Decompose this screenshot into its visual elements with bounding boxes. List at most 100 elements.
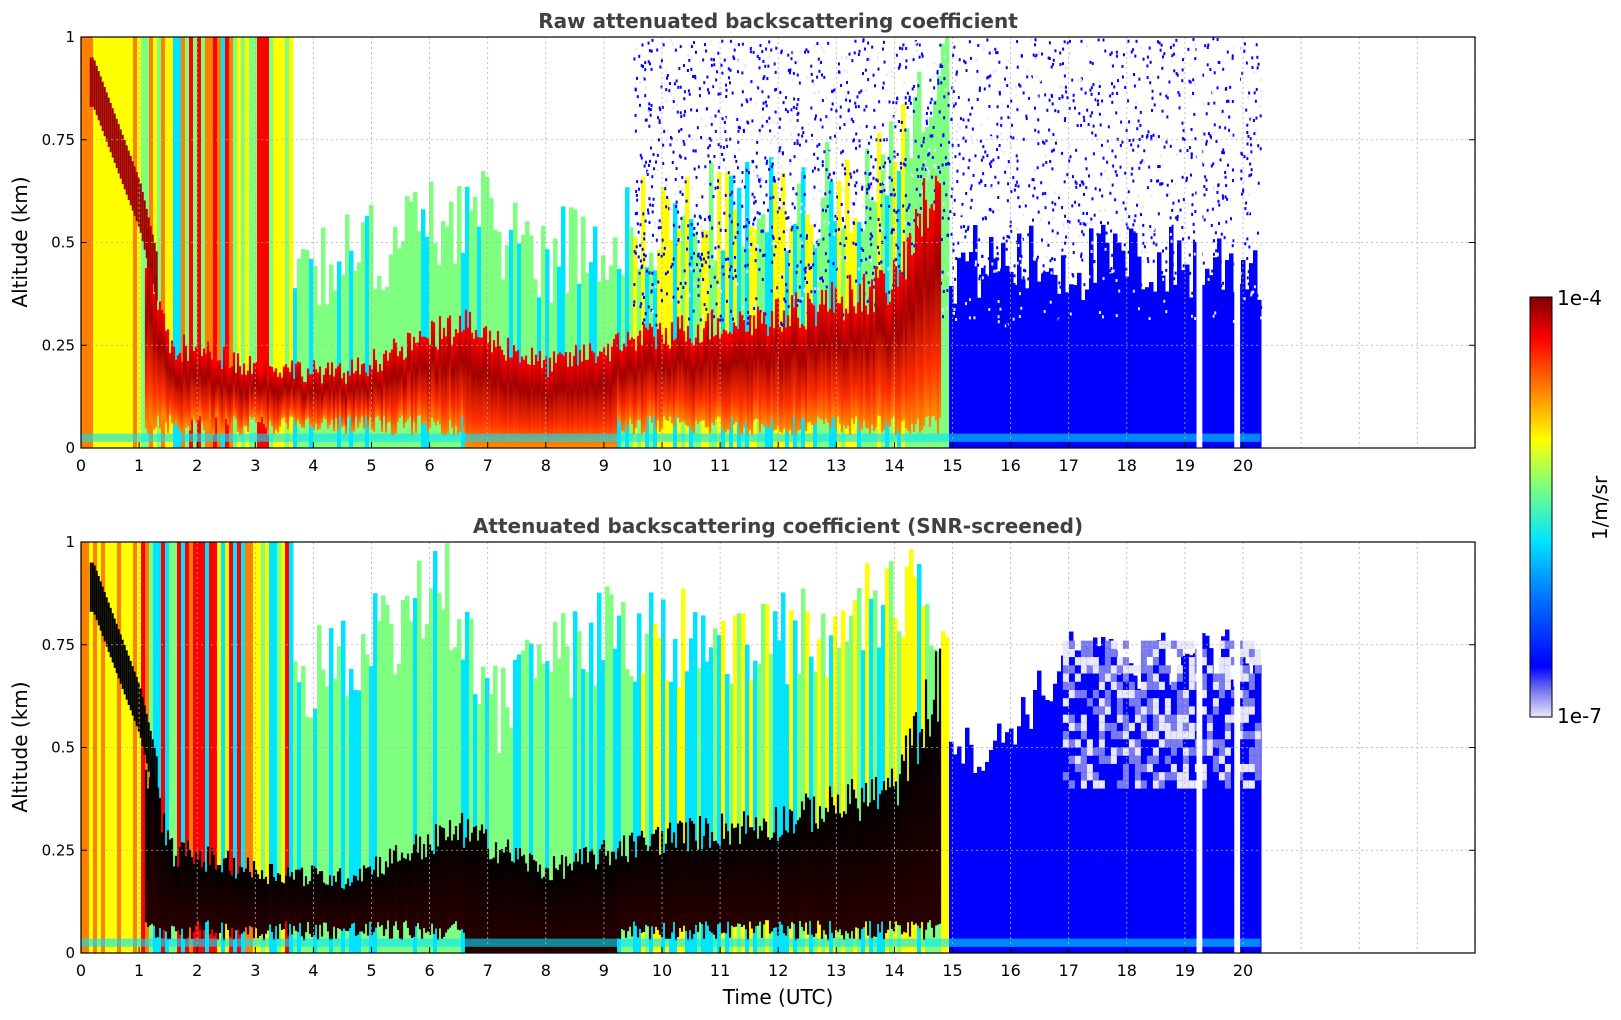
heatmap-cell — [721, 39, 724, 43]
boundary-layer-cell — [226, 850, 230, 930]
heatmap-cell — [852, 221, 855, 225]
heatmap-cell — [1058, 318, 1061, 322]
heatmap-cell — [1146, 134, 1149, 138]
y-tick-label: 0 — [65, 439, 75, 457]
heatmap-cell — [1170, 681, 1177, 690]
heatmap-cell — [1225, 115, 1228, 119]
boundary-layer-cell — [794, 824, 798, 941]
heatmap-cell — [855, 132, 858, 136]
heatmap-cell — [700, 257, 703, 261]
heatmap-cell — [1219, 309, 1222, 313]
heatmap-cell — [912, 109, 915, 113]
heatmap-column — [517, 243, 522, 448]
heatmap-cell — [1211, 207, 1214, 211]
heatmap-cell — [1129, 278, 1132, 282]
heatmap-cell — [762, 101, 765, 105]
heatmap-cell — [648, 49, 651, 53]
boundary-layer-cell — [934, 175, 938, 421]
boundary-layer-cell — [722, 329, 726, 433]
boundary-layer-cell — [332, 875, 336, 927]
heatmap-cell — [1024, 269, 1027, 273]
heatmap-cell — [637, 230, 640, 234]
boundary-layer-cell — [900, 754, 904, 935]
heatmap-cell — [1002, 150, 1005, 154]
heatmap-cell — [1128, 698, 1135, 707]
heatmap-cell — [677, 173, 680, 177]
boundary-layer-cell — [578, 849, 582, 953]
heatmap-column — [473, 694, 478, 953]
heatmap-cell — [761, 115, 764, 119]
boundary-layer-cell — [796, 820, 800, 939]
heatmap-cell — [1226, 306, 1229, 310]
heatmap-cell — [814, 117, 817, 121]
heatmap-cell — [1015, 314, 1018, 318]
heatmap-cell — [1243, 42, 1246, 46]
heatmap-cell — [1022, 290, 1025, 294]
heatmap-cell — [981, 254, 984, 258]
boundary-layer-cell — [288, 876, 292, 924]
heatmap-cell — [1093, 260, 1096, 264]
heatmap-cell — [733, 175, 736, 179]
heatmap-column — [481, 666, 486, 953]
heatmap-cell — [1194, 285, 1197, 289]
boundary-layer-cell — [240, 374, 244, 435]
boundary-layer-cell — [656, 328, 660, 421]
heatmap-cell — [1242, 780, 1249, 789]
boundary-layer-cell — [714, 334, 718, 420]
boundary-layer-cell — [650, 834, 654, 927]
heatmap-column — [1065, 682, 1070, 953]
heatmap-cell — [1162, 277, 1165, 281]
boundary-layer-cell — [202, 348, 206, 431]
heatmap-cell — [1049, 300, 1052, 304]
boundary-layer-cell — [348, 375, 352, 417]
heatmap-cell — [986, 154, 989, 158]
boundary-layer-cell — [462, 329, 466, 433]
heatmap-cell — [908, 222, 911, 226]
heatmap-column — [661, 186, 666, 448]
heatmap-cell — [703, 218, 706, 222]
heatmap-cell — [1146, 763, 1153, 773]
heatmap-cell — [708, 218, 711, 222]
boundary-layer-cell — [298, 869, 302, 923]
heatmap-cell — [992, 322, 995, 326]
heatmap-cell — [1133, 219, 1136, 223]
heatmap-cell — [750, 193, 753, 197]
heatmap-cell — [942, 289, 945, 293]
heatmap-cell — [1047, 243, 1050, 247]
heatmap-cell — [1090, 92, 1093, 96]
heatmap-cell — [946, 289, 949, 292]
heatmap-cell — [1230, 689, 1237, 699]
x-tick-label: 6 — [425, 456, 435, 475]
heatmap-cell — [699, 256, 702, 260]
heatmap-cell — [890, 178, 893, 182]
boundary-layer-cell — [792, 833, 796, 924]
heatmap-cell — [881, 123, 884, 127]
heatmap-cell — [1090, 86, 1093, 90]
heatmap-cell — [668, 207, 671, 211]
heatmap-column — [1173, 682, 1178, 953]
heatmap-cell — [1116, 731, 1123, 740]
boundary-layer-cell — [456, 332, 460, 436]
boundary-layer-cell — [692, 823, 696, 935]
heatmap-cell — [773, 62, 776, 66]
heatmap-cell — [810, 72, 813, 76]
boundary-layer-cell — [618, 349, 622, 423]
boundary-layer-cell — [570, 366, 574, 448]
heatmap-cell — [1173, 296, 1176, 300]
boundary-layer-cell — [730, 334, 734, 418]
heatmap-cell — [1210, 164, 1213, 168]
boundary-layer-cell — [870, 779, 874, 939]
heatmap-cell — [700, 136, 703, 140]
surface-band — [81, 938, 1261, 947]
heatmap-column — [725, 171, 730, 448]
heatmap-cell — [1256, 294, 1259, 298]
heatmap-cell — [1152, 657, 1159, 666]
heatmap-cell — [693, 167, 696, 171]
heatmap-cell — [700, 117, 703, 121]
heatmap-cell — [1254, 99, 1257, 103]
heatmap-cell — [1181, 137, 1184, 141]
heatmap-cell — [862, 248, 865, 252]
heatmap-cell — [698, 87, 701, 91]
heatmap-cell — [880, 260, 883, 264]
heatmap-cell — [1097, 317, 1100, 321]
